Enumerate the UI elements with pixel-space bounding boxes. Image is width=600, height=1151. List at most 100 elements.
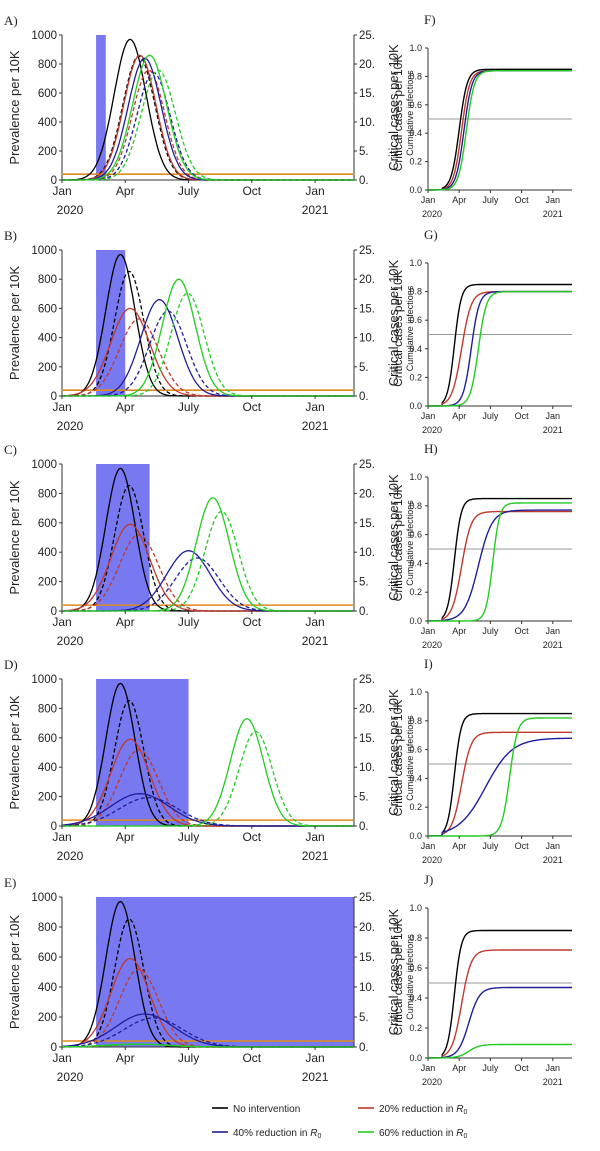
y-tick-label-left: 200	[38, 146, 57, 158]
y-tick-label-right: 0.	[359, 391, 369, 403]
y-tick-label-left: 800	[38, 59, 57, 71]
x-tick-label: Apr	[116, 830, 135, 844]
x-tick-label: July	[178, 830, 199, 844]
x-tick-label: Jan	[421, 626, 436, 636]
y-axis-label-left: Prevalence per 10K	[7, 695, 22, 810]
y-tick-label-right: 5.	[359, 1012, 369, 1024]
critical-cases-curve	[62, 292, 354, 397]
x-tick-label: Apr	[116, 615, 135, 629]
y-tick-label-right: 20.	[359, 488, 375, 500]
x-tick-label: Oct	[242, 1051, 261, 1065]
cumulative-curve	[428, 509, 572, 622]
x-tick-label: Apr	[452, 411, 466, 421]
cumulative-curve	[428, 290, 572, 407]
y-tick-label-left: 200	[38, 577, 57, 589]
critical-cases-curve	[62, 484, 354, 612]
y-tick-label: 0.6	[409, 745, 422, 755]
y-tick-label-right: 15.	[359, 88, 375, 100]
cumulative-curve	[428, 69, 572, 191]
panel-label: D)	[4, 657, 18, 672]
y-tick-label-left: 800	[38, 488, 57, 500]
year-label-2020: 2020	[422, 640, 442, 650]
left-panel-5	[59, 896, 357, 1050]
cumulative-curve	[428, 712, 572, 837]
y-tick-label-left: 600	[38, 733, 57, 745]
y-tick-label-left: 800	[38, 274, 57, 286]
y-tick-label-left: 1000	[31, 892, 57, 904]
y-tick-label-right: 0.	[359, 175, 369, 187]
y-axis-label-main: Critical cases per 10K	[391, 485, 405, 602]
year-label-2020: 2020	[57, 849, 84, 863]
y-tick-label-left: 0	[51, 1042, 57, 1054]
y-tick-label-left: 0	[51, 175, 57, 187]
x-tick-label: Jan	[546, 411, 561, 421]
y-tick-label: 0.0	[409, 185, 422, 195]
y-tick-label-right: 5.	[359, 577, 369, 589]
x-tick-label: Jan	[305, 830, 324, 844]
x-tick-label: Oct	[515, 1063, 530, 1073]
x-tick-label: Apr	[452, 195, 466, 205]
year-label-2020: 2020	[422, 855, 442, 865]
x-tick-label: July	[482, 841, 499, 851]
y-tick-label-left: 0	[51, 606, 57, 618]
y-tick-label: 0.0	[409, 831, 422, 841]
left-panel-3	[59, 463, 357, 614]
y-axis-label-right: Critical cases per 10K	[386, 259, 401, 386]
y-tick-label-left: 200	[38, 1012, 57, 1024]
right-panel-5	[425, 907, 572, 1061]
x-tick-label: Jan	[305, 615, 324, 629]
y-tick-label-right: 5.	[359, 146, 369, 158]
y-tick-label-right: 10.	[359, 982, 375, 994]
y-tick-label-right: 10.	[359, 117, 375, 129]
legend-label: 60% reduction in R0	[379, 1128, 468, 1140]
cumulative-curve	[428, 717, 572, 837]
cumulative-curve	[428, 283, 572, 407]
x-tick-label: Oct	[515, 195, 530, 205]
intervention-period	[96, 897, 355, 1047]
panel-label: B)	[4, 228, 17, 243]
legend	[212, 1107, 374, 1133]
year-label-2020: 2020	[57, 419, 84, 433]
y-tick-label-right: 0.	[359, 821, 369, 833]
x-tick-label: Apr	[116, 184, 135, 198]
y-tick-label-left: 1000	[31, 245, 57, 257]
legend-label: No intervention	[233, 1104, 300, 1115]
cumulative-curve	[428, 510, 572, 622]
x-tick-label: July	[482, 411, 499, 421]
y-tick-label: 0.4	[409, 993, 422, 1003]
critical-cases-curve	[62, 968, 354, 1048]
y-axis-label-main: Critical cases per 10K	[391, 55, 405, 172]
legend-label: 40% reduction in R0	[233, 1128, 322, 1140]
y-tick-label-right: 5.	[359, 362, 369, 374]
x-tick-label: July	[482, 626, 499, 636]
x-tick-label: Oct	[242, 400, 261, 414]
y-tick-label-right: 10.	[359, 333, 375, 345]
y-tick-label-left: 400	[38, 762, 57, 774]
year-label-2021: 2021	[543, 425, 563, 435]
panel-label: J)	[424, 872, 433, 887]
intervention-period	[96, 250, 126, 396]
y-tick-label-right: 15.	[359, 952, 375, 964]
x-tick-label: Jan	[305, 400, 324, 414]
y-axis-label-sub: Cumulative infections	[405, 715, 415, 801]
panel-label: G)	[424, 227, 438, 242]
y-axis-label-right: Critical cases per 10K	[386, 689, 401, 816]
y-axis-label-left: Prevalence per 10K	[7, 50, 22, 165]
panel-label: I)	[424, 656, 433, 671]
y-axis-label-sub: Cumulative infections	[405, 500, 415, 586]
year-label-2021: 2021	[302, 1070, 329, 1084]
y-tick-label-left: 400	[38, 333, 57, 345]
x-tick-label: Jan	[421, 1063, 436, 1073]
right-panel-1	[425, 47, 572, 193]
y-tick-label-left: 600	[38, 303, 57, 315]
left-panel-1	[59, 34, 357, 183]
cumulative-curve	[428, 731, 572, 837]
cumulative-curve	[428, 986, 572, 1059]
y-tick-label: 0.6	[409, 315, 422, 325]
x-tick-label: July	[178, 400, 199, 414]
x-tick-label: Oct	[515, 626, 530, 636]
x-tick-label: Jan	[52, 184, 71, 198]
y-tick-label-left: 0	[51, 821, 57, 833]
y-tick-label-left: 1000	[31, 30, 57, 42]
year-label-2021: 2021	[302, 634, 329, 648]
